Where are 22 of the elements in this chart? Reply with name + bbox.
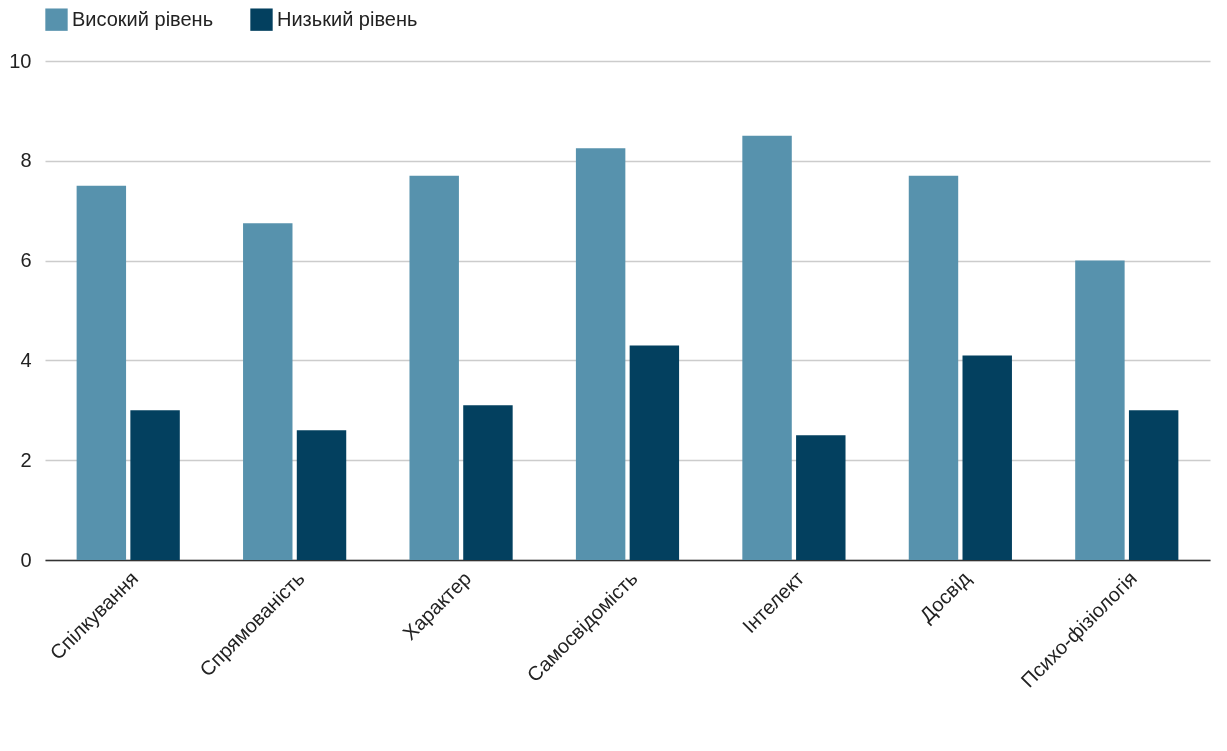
bar: [243, 223, 293, 560]
y-tick-label: 10: [9, 49, 32, 72]
legend-label: Високий рівень: [72, 7, 214, 30]
y-tick-label: 2: [20, 448, 32, 471]
bar: [908, 175, 959, 560]
bar: [130, 410, 180, 560]
y-tick-label: 4: [20, 348, 32, 371]
bar: [796, 435, 846, 560]
legend-label: Низький рівень: [277, 7, 418, 30]
y-tick-label: 0: [20, 548, 32, 571]
bar: [76, 185, 127, 560]
bar: [409, 175, 459, 560]
bar: [962, 355, 1012, 560]
bar: [1075, 260, 1125, 560]
y-tick-label: 8: [20, 149, 32, 172]
bar: [1128, 410, 1179, 560]
bar: [296, 430, 347, 560]
bar: [742, 135, 792, 560]
bar: [575, 148, 626, 560]
y-tick-label: 6: [20, 249, 32, 272]
bar: [629, 345, 680, 560]
bar: [463, 405, 513, 560]
